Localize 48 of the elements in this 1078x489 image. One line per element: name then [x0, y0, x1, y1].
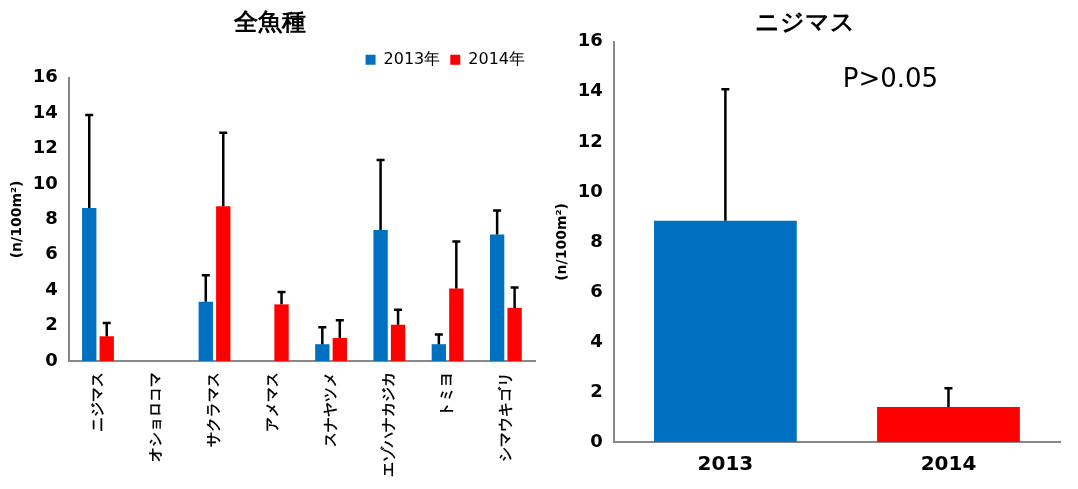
y-tick-label: 10 [577, 179, 603, 201]
legend-label: 2014年 [468, 48, 525, 68]
y-axis-title: (n/100m²) [553, 202, 570, 281]
legend-label: 2013年 [383, 48, 441, 68]
y-tick-label: 2 [45, 313, 58, 335]
y-tick-label: 16 [32, 65, 58, 87]
y-tick-label: 12 [32, 136, 58, 158]
y-tick-label: 2 [590, 379, 603, 401]
bar [82, 207, 97, 361]
bar [507, 307, 522, 361]
y-tick-label: 4 [45, 277, 58, 299]
y-tick-label: 16 [577, 29, 603, 51]
x-tick-label: ニジマス [87, 372, 106, 432]
chart-title: 全魚種 [233, 7, 306, 36]
bar [198, 301, 213, 361]
x-tick-label: 2013 [697, 451, 754, 476]
y-axis-title: (n/100m²) [8, 180, 25, 259]
bar [489, 234, 505, 361]
bar [373, 230, 388, 361]
y-tick-label: 0 [45, 348, 58, 370]
x-tick-label: エゾハナカジカ [379, 372, 398, 477]
bar [274, 304, 289, 361]
y-tick-label: 12 [577, 129, 603, 151]
bar [390, 324, 406, 361]
bar [332, 337, 347, 361]
y-tick-label: 10 [32, 171, 58, 193]
x-tick-label: トミヨ [437, 372, 456, 417]
y-tick-label: 8 [590, 229, 603, 251]
y-tick-label: 14 [577, 79, 603, 101]
y-tick-label: 8 [45, 207, 58, 229]
y-tick-label: 6 [45, 242, 58, 264]
x-tick-label: サクラマス [204, 372, 223, 447]
y-tick-label: 14 [32, 100, 58, 122]
y-tick-label: 6 [590, 279, 603, 301]
x-tick-label: シマウキゴリ [495, 372, 514, 462]
y-tick-label: 4 [590, 329, 603, 351]
x-tick-label: オショロコマ [146, 372, 165, 462]
x-tick-label: 2014 [920, 451, 977, 476]
bar [216, 206, 231, 361]
bar [315, 344, 330, 361]
x-tick-label: スナヤツメ [320, 372, 339, 447]
y-tick-label: 0 [590, 429, 603, 451]
bar [99, 336, 114, 361]
x-tick-label: アメマス [262, 372, 281, 432]
bar [449, 288, 464, 361]
bar [431, 344, 447, 361]
annotation: P>0.05 [842, 62, 939, 93]
chart-title: ニジマス [755, 7, 855, 36]
